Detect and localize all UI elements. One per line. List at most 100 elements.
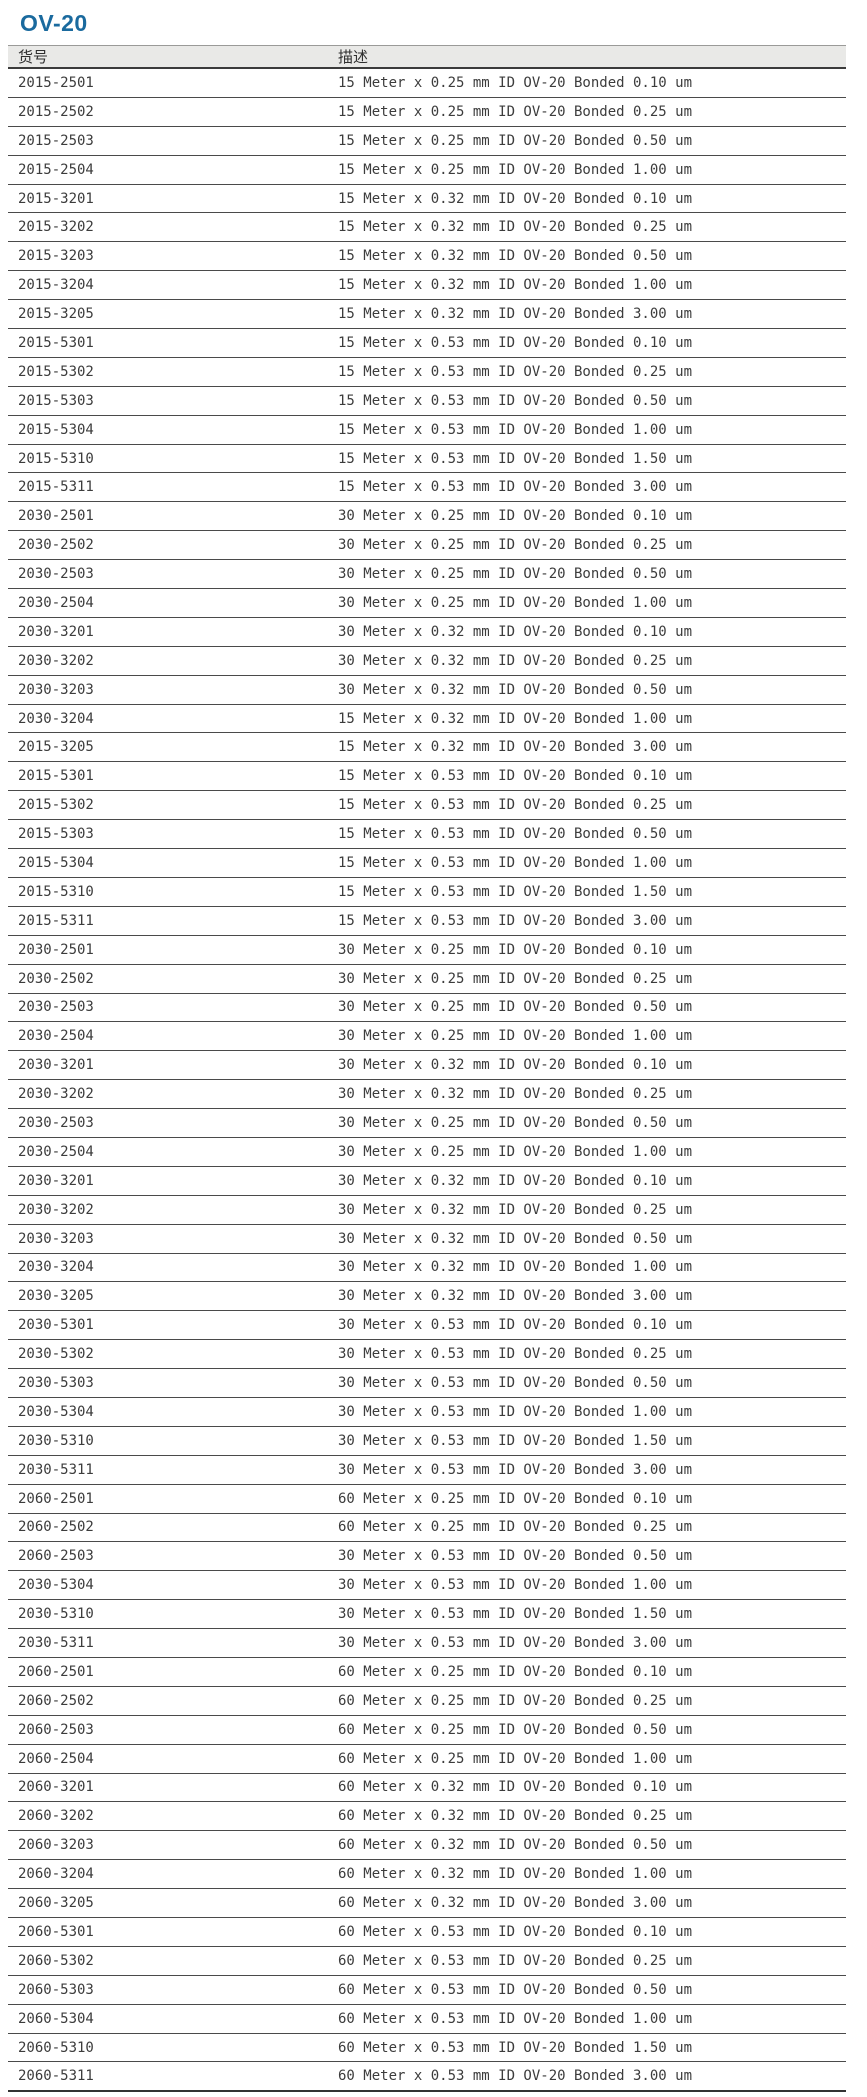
description-cell: 15 Meter x 0.25 mm ID OV-20 Bonded 0.25 …: [328, 97, 846, 127]
item-no-cell: 2060-3205: [8, 1888, 328, 1918]
table-row: 2015-5304 15 Meter x 0.53 mm ID OV-20 Bon…: [8, 848, 846, 878]
description-cell: 30 Meter x 0.32 mm ID OV-20 Bonded 1.00 …: [328, 1253, 846, 1283]
table-row: 2015-2503 15 Meter x 0.25 mm ID OV-20 Bon…: [8, 126, 846, 156]
item-no-cell: 2060-5303: [8, 1975, 328, 2005]
table-row: 2030-2503 30 Meter x 0.25 mm ID OV-20 Bon…: [8, 1108, 846, 1138]
table-row: 2015-2504 15 Meter x 0.25 mm ID OV-20 Bon…: [8, 155, 846, 185]
table-body: 2015-2501 15 Meter x 0.25 mm ID OV-20 Bon…: [8, 68, 846, 2093]
item-no-cell: 2030-2504: [8, 1021, 328, 1052]
description-cell: 30 Meter x 0.25 mm ID OV-20 Bonded 1.00 …: [328, 1021, 846, 1052]
table-row: 2015-3201 15 Meter x 0.32 mm ID OV-20 Bon…: [8, 184, 846, 214]
item-no-cell: 2015-3205: [8, 299, 328, 330]
item-no-cell: 2030-2503: [8, 993, 328, 1023]
description-cell: 15 Meter x 0.53 mm ID OV-20 Bonded 1.00 …: [328, 415, 846, 445]
description-cell: 30 Meter x 0.32 mm ID OV-20 Bonded 0.10 …: [328, 1166, 846, 1196]
item-no-cell: 2030-5304: [8, 1397, 328, 1427]
description-cell: 30 Meter x 0.32 mm ID OV-20 Bonded 0.50 …: [328, 1224, 846, 1254]
description-cell: 15 Meter x 0.32 mm ID OV-20 Bonded 3.00 …: [328, 299, 846, 330]
column-header-item-no: 货号: [8, 45, 328, 69]
table-row: 2030-3202 30 Meter x 0.32 mm ID OV-20 Bon…: [8, 646, 846, 676]
table-row: 2015-2501 15 Meter x 0.25 mm ID OV-20 Bon…: [8, 68, 846, 98]
table-row: 2015-3204 15 Meter x 0.32 mm ID OV-20 Bon…: [8, 270, 846, 301]
item-no-cell: 2030-3201: [8, 617, 328, 647]
description-cell: 30 Meter x 0.53 mm ID OV-20 Bonded 1.50 …: [328, 1599, 846, 1630]
table-row: 2060-5303 60 Meter x 0.53 mm ID OV-20 Bon…: [8, 1975, 846, 2005]
description-cell: 60 Meter x 0.25 mm ID OV-20 Bonded 0.25 …: [328, 1513, 846, 1543]
item-no-cell: 2015-5311: [8, 906, 328, 936]
description-cell: 30 Meter x 0.25 mm ID OV-20 Bonded 0.25 …: [328, 530, 846, 561]
description-cell: 60 Meter x 0.25 mm ID OV-20 Bonded 0.25 …: [328, 1686, 846, 1716]
table-row: 2030-2501 30 Meter x 0.25 mm ID OV-20 Bon…: [8, 501, 846, 532]
table-row: 2030-2504 30 Meter x 0.25 mm ID OV-20 Bon…: [8, 1021, 846, 1052]
description-cell: 60 Meter x 0.32 mm ID OV-20 Bonded 0.50 …: [328, 1830, 846, 1861]
item-no-cell: 2015-3204: [8, 270, 328, 301]
table-row: 2015-3203 15 Meter x 0.32 mm ID OV-20 Bon…: [8, 241, 846, 272]
table-row: 2015-5303 15 Meter x 0.53 mm ID OV-20 Bon…: [8, 819, 846, 850]
item-no-cell: 2060-5304: [8, 2004, 328, 2034]
description-cell: 15 Meter x 0.53 mm ID OV-20 Bonded 0.50 …: [328, 819, 846, 850]
description-cell: 15 Meter x 0.53 mm ID OV-20 Bonded 3.00 …: [328, 472, 846, 503]
item-no-cell: 2030-2504: [8, 1137, 328, 1167]
item-no-cell: 2030-2502: [8, 530, 328, 561]
item-no-cell: 2015-5301: [8, 761, 328, 792]
item-no-cell: 2030-3202: [8, 1079, 328, 1110]
table-row: 2015-2502 15 Meter x 0.25 mm ID OV-20 Bon…: [8, 97, 846, 127]
item-no-cell: 2060-3201: [8, 1773, 328, 1803]
table-row: 2015-5304 15 Meter x 0.53 mm ID OV-20 Bon…: [8, 415, 846, 445]
item-no-cell: 2060-2504: [8, 1744, 328, 1774]
table-row: 2015-5310 15 Meter x 0.53 mm ID OV-20 Bon…: [8, 877, 846, 907]
item-no-cell: 2060-5302: [8, 1946, 328, 1976]
table-row: 2060-2503 60 Meter x 0.25 mm ID OV-20 Bon…: [8, 1715, 846, 1745]
table-row: 2030-3201 30 Meter x 0.32 mm ID OV-20 Bon…: [8, 1050, 846, 1081]
item-no-cell: 2060-2501: [8, 1484, 328, 1514]
description-cell: 15 Meter x 0.32 mm ID OV-20 Bonded 1.00 …: [328, 704, 846, 734]
description-cell: 30 Meter x 0.32 mm ID OV-20 Bonded 0.10 …: [328, 1050, 846, 1081]
description-cell: 30 Meter x 0.25 mm ID OV-20 Bonded 0.50 …: [328, 993, 846, 1023]
item-no-cell: 2060-2502: [8, 1513, 328, 1543]
table-row: 2015-3205 15 Meter x 0.32 mm ID OV-20 Bon…: [8, 732, 846, 763]
description-cell: 15 Meter x 0.53 mm ID OV-20 Bonded 0.50 …: [328, 386, 846, 416]
description-cell: 15 Meter x 0.53 mm ID OV-20 Bonded 0.10 …: [328, 328, 846, 358]
table-row: 2060-2504 60 Meter x 0.25 mm ID OV-20 Bon…: [8, 1744, 846, 1774]
item-no-cell: 2030-5304: [8, 1570, 328, 1601]
item-no-cell: 2030-5311: [8, 1455, 328, 1485]
description-cell: 60 Meter x 0.25 mm ID OV-20 Bonded 0.10 …: [328, 1657, 846, 1687]
table-row: 2030-2503 30 Meter x 0.25 mm ID OV-20 Bon…: [8, 559, 846, 590]
description-cell: 60 Meter x 0.53 mm ID OV-20 Bonded 0.50 …: [328, 1975, 846, 2005]
item-no-cell: 2015-3201: [8, 184, 328, 214]
item-no-cell: 2015-5310: [8, 877, 328, 907]
item-no-cell: 2015-5302: [8, 790, 328, 821]
table-row: 2030-2504 30 Meter x 0.25 mm ID OV-20 Bon…: [8, 588, 846, 618]
item-no-cell: 2030-2503: [8, 1108, 328, 1138]
table-row: 2060-2503 30 Meter x 0.53 mm ID OV-20 Bon…: [8, 1541, 846, 1572]
item-no-cell: 2015-2504: [8, 155, 328, 185]
item-no-cell: 2015-5311: [8, 472, 328, 503]
description-cell: 60 Meter x 0.32 mm ID OV-20 Bonded 3.00 …: [328, 1888, 846, 1918]
description-cell: 30 Meter x 0.53 mm ID OV-20 Bonded 3.00 …: [328, 1455, 846, 1485]
item-no-cell: 2030-2501: [8, 935, 328, 965]
description-cell: 15 Meter x 0.53 mm ID OV-20 Bonded 3.00 …: [328, 906, 846, 936]
table-row: 2015-5302 15 Meter x 0.53 mm ID OV-20 Bon…: [8, 357, 846, 387]
item-no-cell: 2030-2503: [8, 559, 328, 590]
table-row: 2030-5304 30 Meter x 0.53 mm ID OV-20 Bon…: [8, 1570, 846, 1601]
item-no-cell: 2030-5311: [8, 1628, 328, 1658]
description-cell: 30 Meter x 0.32 mm ID OV-20 Bonded 0.25 …: [328, 1079, 846, 1110]
table-row: 2030-5304 30 Meter x 0.53 mm ID OV-20 Bon…: [8, 1397, 846, 1427]
item-no-cell: 2060-2502: [8, 1686, 328, 1716]
description-cell: 60 Meter x 0.32 mm ID OV-20 Bonded 1.00 …: [328, 1859, 846, 1890]
description-cell: 60 Meter x 0.32 mm ID OV-20 Bonded 0.25 …: [328, 1801, 846, 1832]
table-row: 2060-3203 60 Meter x 0.32 mm ID OV-20 Bon…: [8, 1830, 846, 1861]
table-header-row: 货号 描述: [8, 45, 846, 69]
table-row: 2060-5301 60 Meter x 0.53 mm ID OV-20 Bon…: [8, 1917, 846, 1947]
description-cell: 30 Meter x 0.25 mm ID OV-20 Bonded 0.25 …: [328, 964, 846, 994]
description-cell: 30 Meter x 0.25 mm ID OV-20 Bonded 1.00 …: [328, 1137, 846, 1167]
item-no-cell: 2060-5310: [8, 2033, 328, 2063]
item-no-cell: 2030-3202: [8, 646, 328, 676]
table-row: 2030-3205 30 Meter x 0.32 mm ID OV-20 Bon…: [8, 1281, 846, 1312]
table-row: 2030-3201 30 Meter x 0.32 mm ID OV-20 Bon…: [8, 617, 846, 647]
description-cell: 15 Meter x 0.32 mm ID OV-20 Bonded 3.00 …: [328, 732, 846, 763]
item-no-cell: 2030-3203: [8, 675, 328, 705]
table-row: 2060-3201 60 Meter x 0.32 mm ID OV-20 Bon…: [8, 1773, 846, 1803]
description-cell: 30 Meter x 0.53 mm ID OV-20 Bonded 1.50 …: [328, 1426, 846, 1456]
item-no-cell: 2060-2501: [8, 1657, 328, 1687]
